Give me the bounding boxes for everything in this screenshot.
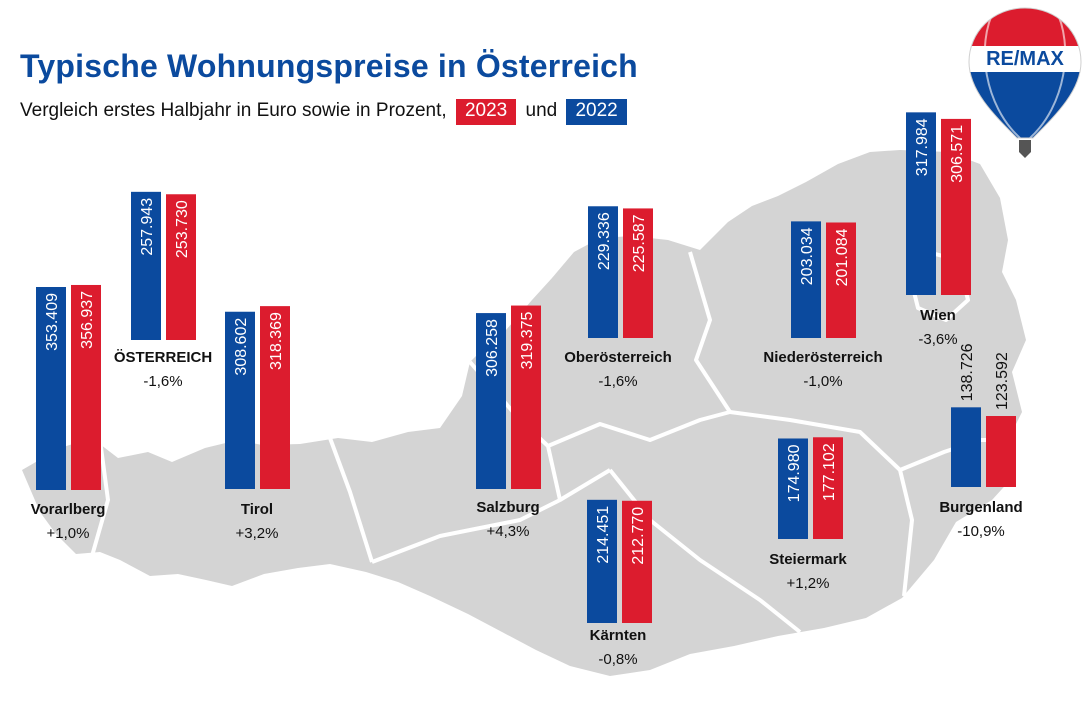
region-group-kärnten: 214.451 212.770 Kärnten -0,8% — [587, 499, 652, 668]
value-label-wien-2022: 317.984 — [914, 118, 931, 176]
value-label-wien-2023: 306.571 — [949, 125, 966, 183]
region-name-tirol: Tirol — [241, 501, 273, 518]
value-label-vorarlberg-2022: 353.409 — [44, 293, 61, 351]
value-label-burgenland-2022: 138.726 — [959, 343, 976, 401]
remax-balloon-logo: RE/MAX — [968, 7, 1082, 158]
region-name-kärnten: Kärnten — [590, 627, 647, 644]
region-change-kärnten: -0,8% — [598, 651, 637, 668]
value-label-niederösterreich-2023: 201.084 — [834, 228, 851, 286]
region-change-österreich: -1,6% — [143, 373, 182, 390]
region-group-tirol: 308.602 318.369 Tirol +3,2% — [225, 306, 290, 542]
region-name-niederösterreich: Niederösterreich — [763, 349, 882, 366]
subtitle-connector: und — [525, 100, 558, 121]
value-label-niederösterreich-2022: 203.034 — [799, 227, 816, 285]
region-change-salzburg: +4,3% — [487, 523, 530, 540]
region-change-burgenland: -10,9% — [957, 523, 1005, 540]
region-name-salzburg: Salzburg — [476, 499, 539, 516]
bar-niederösterreich-2023 — [826, 222, 856, 338]
chart-subtitle: Vergleich erstes Halbjahr in Euro sowie … — [20, 99, 631, 125]
chart-title: Typische Wohnungspreise in Österreich — [20, 48, 638, 84]
region-group-wien: 317.984 306.571 Wien -3,6% — [906, 112, 971, 348]
value-label-steiermark-2023: 177.102 — [821, 443, 838, 501]
region-group-steiermark: 174.980 177.102 Steiermark +1,2% — [769, 437, 847, 592]
region-name-oberösterreich: Oberösterreich — [564, 349, 672, 366]
legend-2022: 2022 — [566, 99, 627, 125]
region-name-vorarlberg: Vorarlberg — [31, 501, 106, 518]
value-label-salzburg-2023: 319.375 — [519, 311, 536, 369]
value-label-kärnten-2023: 212.770 — [630, 507, 647, 565]
value-label-oberösterreich-2023: 225.587 — [631, 214, 648, 272]
region-group-österreich: 257.943 253.730 ÖSTERREICH -1,6% — [114, 191, 212, 390]
region-change-vorarlberg: +1,0% — [47, 525, 90, 542]
bar-österreich-2022 — [131, 191, 161, 340]
bar-kärnten-2023 — [622, 500, 652, 623]
region-change-niederösterreich: -1,0% — [803, 373, 842, 390]
region-change-oberösterreich: -1,6% — [598, 373, 637, 390]
bar-wien-2022 — [906, 112, 936, 296]
value-label-burgenland-2023: 123.592 — [994, 352, 1011, 410]
value-label-tirol-2022: 308.602 — [233, 318, 250, 376]
value-label-oberösterreich-2022: 229.336 — [596, 212, 613, 270]
value-label-kärnten-2022: 214.451 — [595, 506, 612, 564]
value-label-steiermark-2022: 174.980 — [786, 444, 803, 502]
bar-tirol-2023 — [260, 306, 290, 489]
region-change-wien: -3,6% — [918, 331, 957, 348]
region-change-tirol: +3,2% — [236, 525, 279, 542]
value-label-salzburg-2022: 306.258 — [484, 319, 501, 377]
region-name-wien: Wien — [920, 307, 956, 324]
bar-oberösterreich-2022 — [588, 206, 618, 338]
bar-burgenland-2023 — [986, 416, 1016, 487]
subtitle-text: Vergleich erstes Halbjahr in Euro sowie … — [20, 100, 447, 121]
value-label-österreich-2022: 257.943 — [139, 198, 156, 256]
bar-kärnten-2022 — [587, 499, 617, 623]
region-group-oberösterreich: 229.336 225.587 Oberösterreich -1,6% — [564, 206, 672, 390]
bar-burgenland-2022 — [951, 407, 981, 487]
region-name-burgenland: Burgenland — [939, 499, 1022, 516]
region-change-steiermark: +1,2% — [787, 575, 830, 592]
bar-vorarlberg-2022 — [36, 287, 66, 490]
bar-niederösterreich-2022 — [791, 221, 821, 338]
bar-salzburg-2022 — [476, 313, 506, 489]
bar-steiermark-2023 — [813, 437, 843, 539]
bar-vorarlberg-2023 — [71, 284, 101, 490]
bar-wien-2023 — [941, 118, 971, 295]
region-group-salzburg: 306.258 319.375 Salzburg +4,3% — [476, 305, 541, 540]
region-name-österreich: ÖSTERREICH — [114, 349, 212, 366]
chart-layer: 353.409 356.937 Vorarlberg +1,0% 257.943 253.… — [31, 112, 1023, 668]
region-group-vorarlberg: 353.409 356.937 Vorarlberg +1,0% — [31, 284, 106, 542]
value-label-vorarlberg-2023: 356.937 — [79, 291, 96, 349]
legend-2023: 2023 — [455, 99, 517, 125]
bar-steiermark-2022 — [778, 438, 808, 539]
value-label-österreich-2023: 253.730 — [174, 200, 191, 258]
value-label-tirol-2023: 318.369 — [268, 312, 285, 370]
bar-österreich-2023 — [166, 194, 196, 340]
region-group-burgenland: 138.726 123.592 Burgenland -10,9% — [939, 343, 1022, 540]
region-group-niederösterreich: 203.034 201.084 Niederösterreich -1,0% — [763, 221, 883, 390]
bar-oberösterreich-2023 — [623, 208, 653, 338]
logo-text: RE/MAX — [986, 48, 1064, 70]
region-name-steiermark: Steiermark — [769, 551, 847, 568]
bar-salzburg-2023 — [511, 305, 541, 489]
bar-tirol-2022 — [225, 311, 255, 489]
